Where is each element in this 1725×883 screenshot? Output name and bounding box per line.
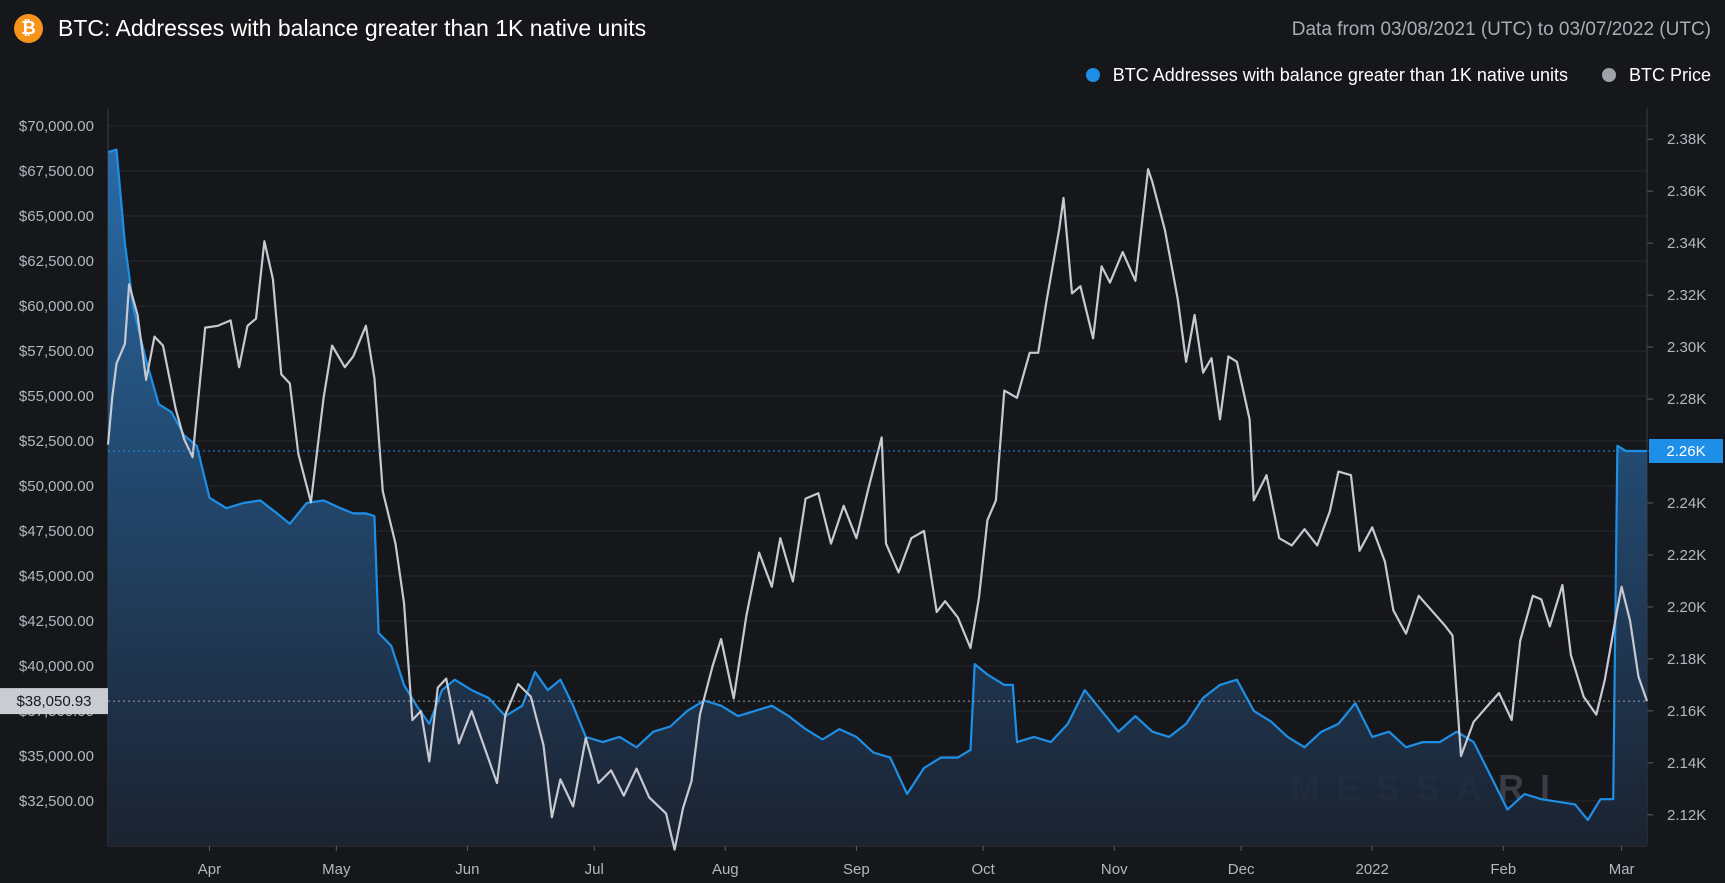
y-right-tick-label: 2.38K — [1667, 131, 1706, 148]
chart-header: ₿ BTC: Addresses with balance greater th… — [0, 0, 1725, 60]
x-tick-label: Mar — [1609, 861, 1635, 878]
y-right-tick-label: 2.36K — [1667, 183, 1706, 200]
addresses-last-value-label: 2.26K — [1666, 443, 1705, 460]
y-left-tick-label: $45,000.00 — [19, 568, 94, 585]
y-left-tick-label: $52,500.00 — [19, 433, 94, 450]
x-tick-label: Jun — [455, 861, 479, 878]
y-left-tick-label: $55,000.00 — [19, 388, 94, 405]
bitcoin-icon: ₿ — [14, 14, 43, 43]
legend-item-addresses[interactable]: BTC Addresses with balance greater than … — [1085, 64, 1568, 86]
x-tick-label: May — [322, 861, 351, 878]
x-tick-label: Aug — [712, 861, 739, 878]
y-right-tick-label: 2.12K — [1667, 807, 1706, 824]
legend-dot-price-icon — [1601, 68, 1616, 82]
x-tick-label: 2022 — [1355, 861, 1388, 878]
price-series-line — [106, 168, 1649, 851]
y-left-tick-label: $35,000.00 — [19, 748, 94, 765]
legend-item-price[interactable]: BTC Price — [1601, 64, 1711, 86]
y-right-tick-label: 2.16K — [1667, 703, 1706, 720]
y-left-tick-label: $47,500.00 — [19, 523, 94, 540]
x-tick-label: Dec — [1228, 861, 1255, 878]
legend-label-addresses: BTC Addresses with balance greater than … — [1112, 64, 1568, 85]
legend-dot-addresses-icon — [1085, 68, 1100, 82]
y-left-tick-label: $65,000.00 — [19, 208, 94, 225]
addresses-area — [108, 149, 1647, 847]
x-tick-label: Oct — [972, 861, 996, 878]
x-tick-label: Apr — [198, 861, 221, 878]
y-left-tick-label: $62,500.00 — [19, 253, 94, 270]
y-right-tick-label: 2.18K — [1667, 651, 1706, 668]
x-tick-label: Sep — [843, 861, 870, 878]
y-left-tick-label: $67,500.00 — [19, 163, 94, 180]
y-left-tick-label: $60,000.00 — [19, 298, 94, 315]
y-left-tick-label: $70,000.00 — [19, 118, 94, 135]
y-right-tick-label: 2.34K — [1667, 235, 1706, 252]
x-tick-label: Feb — [1490, 861, 1516, 878]
x-tick-label: Jul — [585, 861, 604, 878]
y-left-tick-label: $42,500.00 — [19, 613, 94, 630]
legend-label-price: BTC Price — [1628, 64, 1711, 85]
y-right-tick-label: 2.32K — [1667, 287, 1706, 304]
y-left-tick-label: $50,000.00 — [19, 478, 94, 495]
y-left-tick-label: $32,500.00 — [19, 793, 94, 810]
y-right-tick-label: 2.20K — [1667, 599, 1706, 616]
y-left-tick-label: $40,000.00 — [19, 658, 94, 675]
chart-legend: BTC Addresses with balance greater than … — [1085, 62, 1711, 88]
y-right-tick-label: 2.24K — [1667, 495, 1706, 512]
addresses-series-line — [107, 148, 1647, 822]
date-range-label: Data from 03/08/2021 (UTC) to 03/07/2022… — [1291, 19, 1711, 40]
y-right-tick-label: 2.22K — [1667, 547, 1706, 564]
y-left-tick-label: $57,500.00 — [19, 343, 94, 360]
addresses-last-value-badge — [1649, 439, 1723, 464]
x-tick-label: Nov — [1101, 861, 1128, 878]
y-right-tick-label: 2.14K — [1667, 755, 1706, 772]
price-last-value-label: $38,050.93 — [16, 693, 91, 710]
y-right-tick-label: 2.30K — [1667, 339, 1706, 356]
chart-title: BTC: Addresses with balance greater than… — [58, 15, 647, 41]
price-last-value-badge — [0, 688, 108, 715]
y-right-tick-label: 2.28K — [1667, 391, 1706, 408]
